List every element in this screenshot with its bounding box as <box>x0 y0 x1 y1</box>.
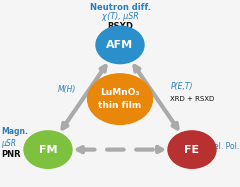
Text: χ (T), μSR: χ (T), μSR <box>101 12 139 21</box>
Circle shape <box>88 74 152 124</box>
Text: M(H): M(H) <box>58 85 76 94</box>
Text: el. Pol.: el. Pol. <box>214 142 239 151</box>
Circle shape <box>96 26 144 64</box>
Text: FE: FE <box>184 145 200 155</box>
Text: FM: FM <box>39 145 57 155</box>
Text: AFM: AFM <box>106 40 134 50</box>
Text: LuMnO₃
thin film: LuMnO₃ thin film <box>98 88 142 110</box>
Text: RSXD: RSXD <box>107 22 133 30</box>
Text: μSR: μSR <box>1 139 16 148</box>
Text: P(E,T): P(E,T) <box>170 82 193 91</box>
Text: Magn.: Magn. <box>1 127 28 136</box>
Text: Neutron diff.: Neutron diff. <box>90 3 150 12</box>
Circle shape <box>24 131 72 168</box>
Text: PNR: PNR <box>1 150 21 159</box>
Text: XRD + RSXD: XRD + RSXD <box>170 96 215 102</box>
Circle shape <box>168 131 216 168</box>
